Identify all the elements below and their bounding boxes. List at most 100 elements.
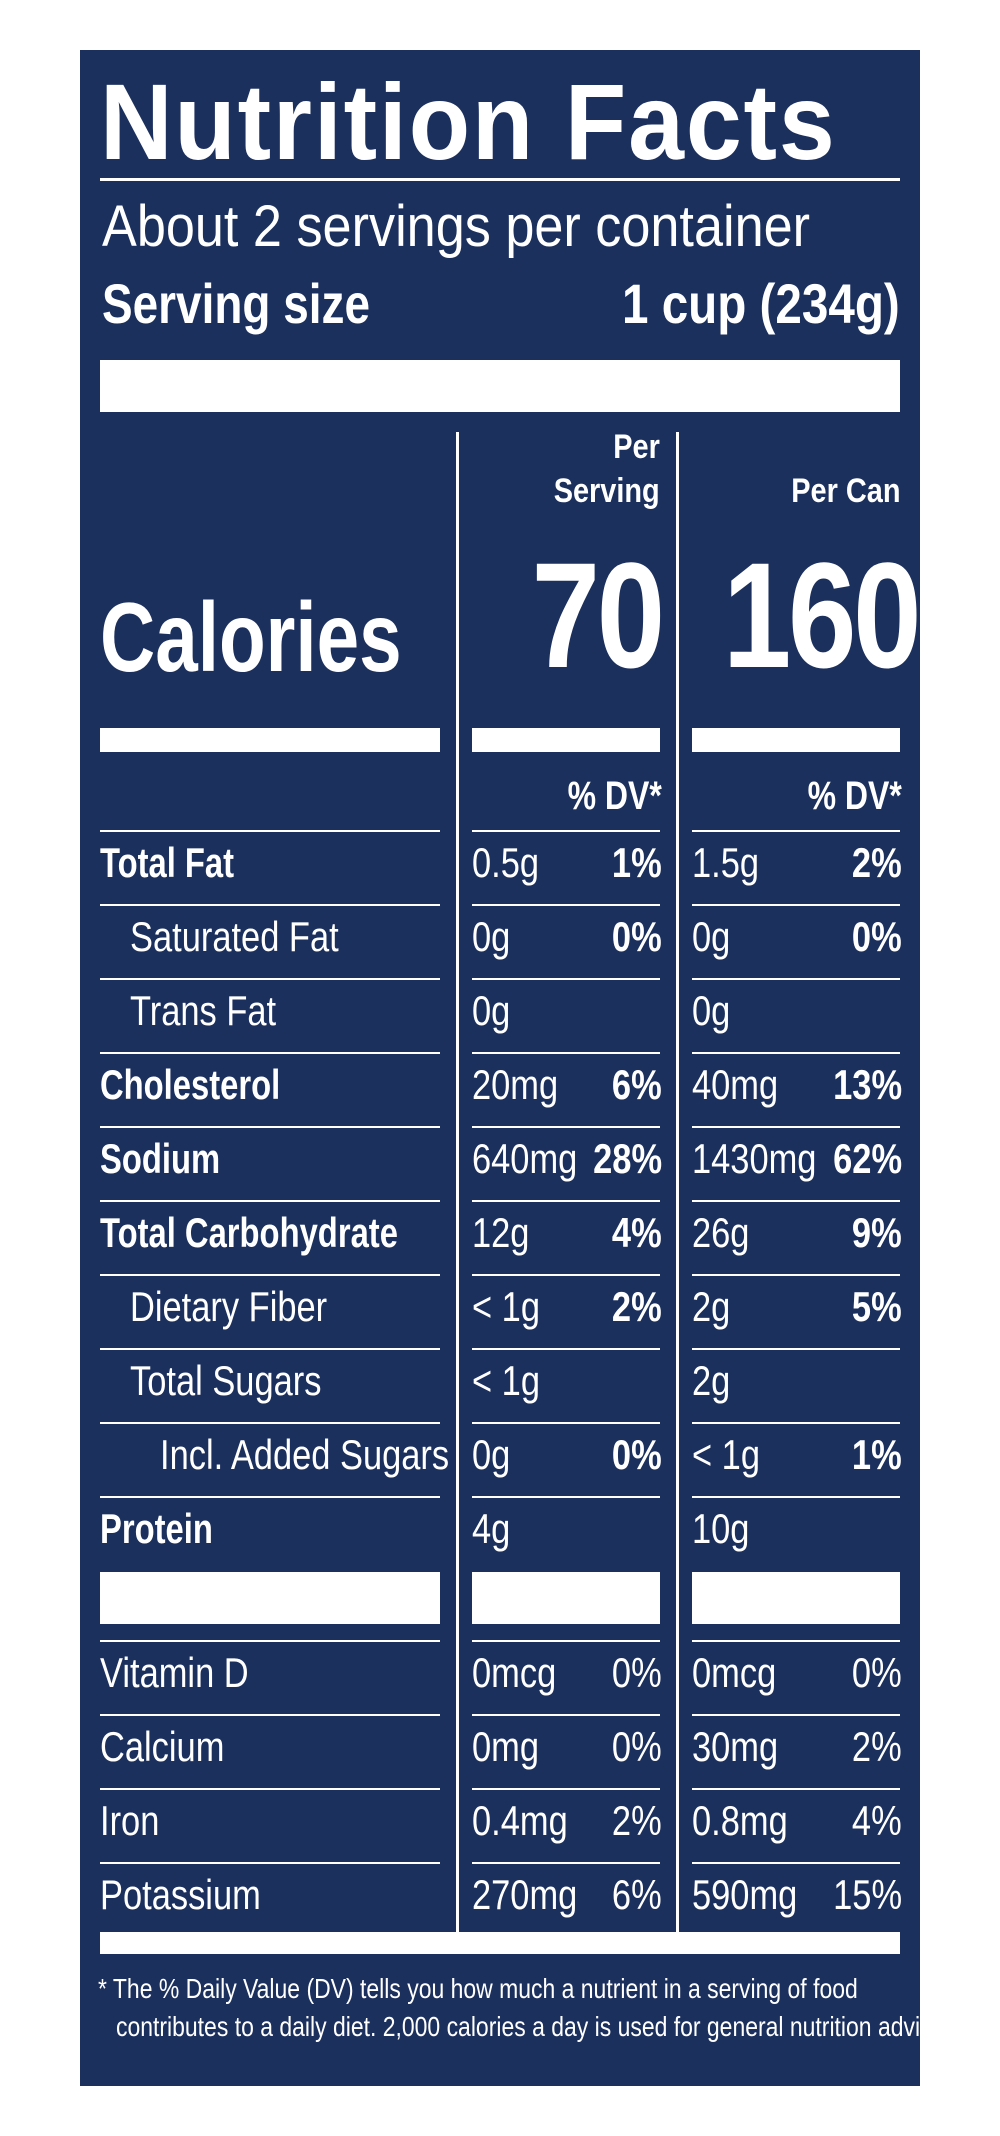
row-rule-serving	[472, 1862, 660, 1864]
row-label-cholesterol-text: Cholesterol	[100, 1061, 281, 1108]
footnote-line2-text: contributes to a daily diet. 2,000 calor…	[116, 2011, 951, 2042]
row-serving-amount-sodium-text: 640mg	[472, 1135, 578, 1182]
row-can-dv-total-fat: 2%	[740, 842, 902, 884]
row-rule-serving	[472, 1788, 660, 1790]
row-serving-amount-potassium: 270mg	[472, 1874, 600, 1916]
row-serving-dv-incl-added-sugars-text: 0%	[612, 1431, 662, 1478]
row-serving-amount-protein: 4g	[472, 1508, 519, 1550]
row-can-dv-calcium: 2%	[740, 1726, 902, 1768]
serving-size-label: Serving size	[102, 276, 429, 332]
row-serving-dv-sodium: 28%	[520, 1138, 662, 1180]
row-serving-dv-total-carbohydrate-text: 4%	[612, 1209, 662, 1256]
row-rule-label	[100, 978, 440, 980]
label-title: Nutrition Facts	[100, 68, 892, 176]
row-can-amount-cholesterol-text: 40mg	[692, 1061, 779, 1108]
footnote-line1-text: * The % Daily Value (DV) tells you how m…	[98, 1973, 858, 2004]
row-serving-dv-iron-text: 2%	[612, 1797, 662, 1844]
row-can-dv-calcium-text: 2%	[852, 1723, 902, 1770]
row-serving-amount-incl-added-sugars-text: 0g	[472, 1431, 511, 1478]
row-can-amount-vitamin-d: 0mcg	[692, 1652, 795, 1694]
row-serving-dv-vitamin-d-text: 0%	[612, 1649, 662, 1696]
row-rule-serving	[472, 830, 660, 832]
calories-label: Calories	[100, 588, 487, 686]
row-label-vitamin-d-text: Vitamin D	[100, 1649, 249, 1696]
row-rule-can	[692, 1200, 900, 1202]
row-can-amount-total-carbohydrate-text: 26g	[692, 1209, 750, 1256]
row-label-iron: Iron	[100, 1800, 172, 1842]
row-serving-amount-protein-text: 4g	[472, 1505, 511, 1552]
row-serving-dv-potassium: 6%	[520, 1874, 662, 1916]
column-divider-serving	[456, 432, 459, 1932]
row-rule-label	[100, 1200, 440, 1202]
row-label-sodium-text: Sodium	[100, 1135, 221, 1182]
row-rule-can	[692, 1348, 900, 1350]
row-serving-amount-total-fat-text: 0.5g	[472, 839, 540, 886]
row-can-dv-sodium: 62%	[740, 1138, 902, 1180]
row-label-dietary-fiber: Dietary Fiber	[130, 1286, 370, 1328]
row-can-dv-potassium-text: 15%	[833, 1871, 902, 1918]
row-label-potassium-text: Potassium	[100, 1871, 261, 1918]
row-serving-amount-total-fat: 0.5g	[472, 842, 554, 884]
servings-text: About 2 servings per container	[102, 194, 811, 259]
per-can-header-text: Per Can	[790, 472, 900, 510]
row-rule-serving	[472, 978, 660, 980]
row-serving-amount-total-sugars-text: < 1g	[472, 1357, 540, 1404]
row-serving-amount-vitamin-d: 0mcg	[472, 1652, 575, 1694]
row-serving-dv-incl-added-sugars: 0%	[520, 1434, 662, 1476]
row-serving-dv-total-carbohydrate: 4%	[520, 1212, 662, 1254]
row-can-dv-total-carbohydrate-text: 9%	[852, 1209, 902, 1256]
dv-header-serving-text: % DV*	[567, 774, 662, 818]
bottom-rule	[100, 1932, 900, 1954]
row-can-amount-potassium: 590mg	[692, 1874, 820, 1916]
row-serving-dv-total-fat-text: 1%	[612, 839, 662, 886]
row-label-dietary-fiber-text: Dietary Fiber	[130, 1283, 328, 1330]
per-can-header: Per Can	[690, 474, 900, 508]
row-rule-label	[100, 1714, 440, 1716]
row-rule-can	[692, 1640, 900, 1642]
calories-per-can: 160	[680, 540, 922, 690]
row-serving-dv-total-fat: 1%	[520, 842, 662, 884]
vitamin-rule-can	[692, 1572, 900, 1624]
row-serving-dv-saturated-fat: 0%	[520, 916, 662, 958]
row-can-dv-cholesterol: 13%	[740, 1064, 902, 1106]
serving-size-value: 1 cup (234g)	[573, 276, 900, 332]
row-can-amount-cholesterol: 40mg	[692, 1064, 797, 1106]
row-rule-serving	[472, 1126, 660, 1128]
row-serving-dv-dietary-fiber: 2%	[520, 1286, 662, 1328]
row-serving-amount-vitamin-d-text: 0mcg	[472, 1649, 557, 1696]
row-serving-dv-dietary-fiber-text: 2%	[612, 1283, 662, 1330]
row-serving-amount-cholesterol-text: 20mg	[472, 1061, 559, 1108]
row-rule-can	[692, 1126, 900, 1128]
row-serving-amount-incl-added-sugars: 0g	[472, 1434, 519, 1476]
row-label-total-sugars-text: Total Sugars	[130, 1357, 322, 1404]
serving-size-value-text: 1 cup (234g)	[622, 272, 900, 335]
dv-header-can-text: % DV*	[807, 774, 902, 818]
row-can-dv-sodium-text: 62%	[833, 1135, 902, 1182]
vitamin-rule-label	[100, 1572, 440, 1624]
row-rule-can	[692, 1862, 900, 1864]
row-label-total-carbohydrate: Total Carbohydrate	[100, 1212, 482, 1254]
row-serving-dv-potassium-text: 6%	[612, 1871, 662, 1918]
calories-per-can-text: 160	[722, 531, 922, 699]
row-label-protein-text: Protein	[100, 1505, 213, 1552]
row-rule-label	[100, 1052, 440, 1054]
row-serving-amount-total-carbohydrate-text: 12g	[472, 1209, 530, 1256]
row-can-dv-cholesterol-text: 13%	[833, 1061, 902, 1108]
row-rule-serving	[472, 1496, 660, 1498]
row-rule-label	[100, 1862, 440, 1864]
row-rule-label	[100, 1274, 440, 1276]
row-can-amount-incl-added-sugars: < 1g	[692, 1434, 775, 1476]
row-serving-dv-cholesterol-text: 6%	[612, 1061, 662, 1108]
calories-label-text: Calories	[100, 582, 402, 692]
row-label-total-sugars: Total Sugars	[130, 1360, 363, 1402]
serving-size-label-text: Serving size	[102, 272, 370, 335]
row-can-dv-total-fat-text: 2%	[852, 839, 902, 886]
row-rule-serving	[472, 1714, 660, 1716]
row-serving-amount-total-carbohydrate: 12g	[472, 1212, 542, 1254]
row-serving-dv-trans-fat	[520, 990, 662, 1032]
row-can-amount-calcium: 30mg	[692, 1726, 797, 1768]
row-rule-can	[692, 1714, 900, 1716]
row-rule-label	[100, 1640, 440, 1642]
row-serving-dv-calcium: 0%	[520, 1726, 662, 1768]
row-serving-dv-iron: 2%	[520, 1800, 662, 1842]
